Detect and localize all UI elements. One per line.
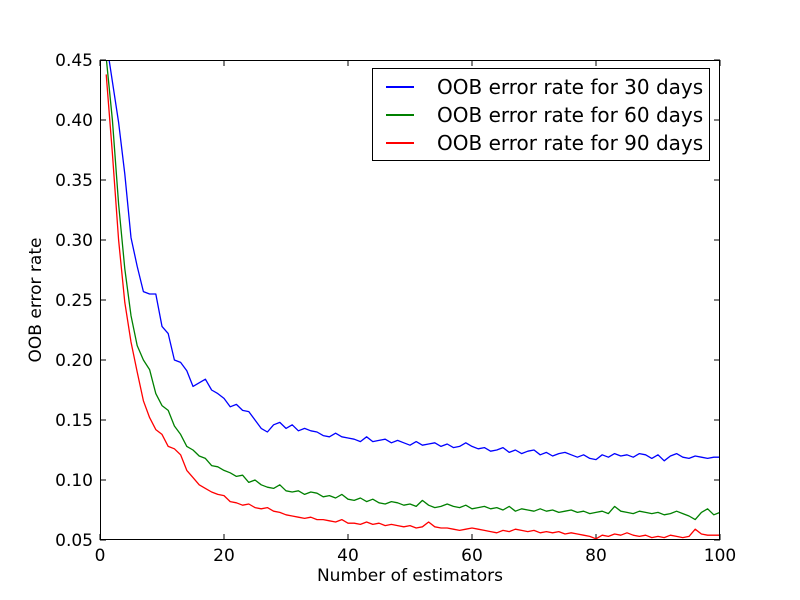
legend-label: OOB error rate for 60 days (437, 102, 704, 127)
legend-label: OOB error rate for 90 days (437, 130, 704, 155)
series-line-1 (108, 60, 720, 462)
x-tick-label: 0 (95, 546, 106, 566)
y-tick-label: 0.25 (55, 291, 93, 311)
x-axis-label: Number of estimators (316, 566, 504, 586)
x-tick-label: 40 (337, 546, 359, 566)
y-tick-label: 0.10 (55, 471, 93, 491)
x-tick-label: 100 (704, 546, 736, 566)
series-line-2 (105, 60, 720, 521)
y-tick-label: 0.40 (55, 111, 93, 131)
legend-item: OOB error rate for 30 days (373, 73, 709, 101)
y-tick-label: 0.15 (55, 411, 93, 431)
y-tick-label: 0.35 (55, 171, 93, 191)
x-tick-label: 80 (585, 546, 607, 566)
x-tick-label: 20 (213, 546, 235, 566)
x-tick-label: 60 (461, 546, 483, 566)
y-tick-label: 0.20 (55, 351, 93, 371)
legend-label: OOB error rate for 30 days (437, 74, 704, 99)
legend-item: OOB error rate for 60 days (373, 101, 709, 129)
legend-line-sample-60-days (386, 113, 414, 116)
legend-line-sample-30-days (386, 85, 414, 88)
plot-frame (100, 60, 720, 540)
legend-line-sample-90-days (386, 141, 414, 144)
legend: OOB error rate for 30 days OOB error rat… (372, 68, 710, 161)
y-axis-label: OOB error rate (26, 237, 46, 363)
y-tick-label: 0.30 (55, 231, 93, 251)
y-tick-label: 0.05 (55, 531, 93, 551)
series-line-3 (105, 74, 720, 540)
y-tick-label: 0.45 (55, 51, 93, 71)
legend-item: OOB error rate for 90 days (373, 129, 709, 157)
